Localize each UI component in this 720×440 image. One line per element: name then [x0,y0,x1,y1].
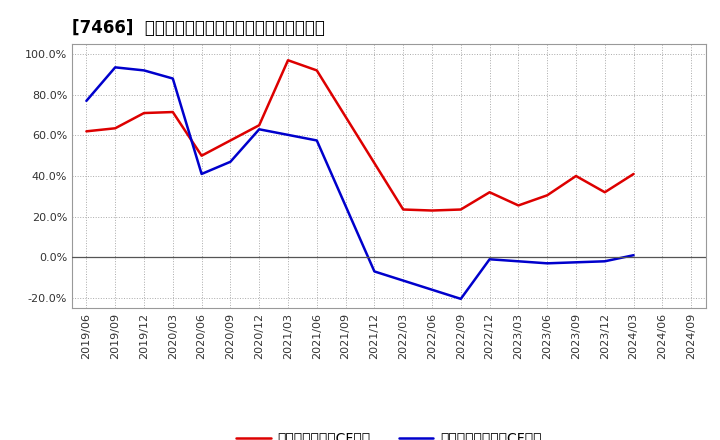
有利子負債営業CF比率 [399,207,408,212]
Text: [7466]  有利子負債キャッシュフロー比率の推移: [7466] 有利子負債キャッシュフロー比率の推移 [72,19,325,37]
Legend: 有利子負債営業CF比率, 有利子負債フリーCF比率: 有利子負債営業CF比率, 有利子負債フリーCF比率 [230,426,547,440]
有利子負債営業CF比率 [514,203,523,208]
Line: 有利子負債営業CF比率: 有利子負債営業CF比率 [86,60,634,210]
有利子負債営業CF比率 [456,207,465,212]
有利子負債営業CF比率 [82,128,91,134]
有利子負債営業CF比率 [197,153,206,158]
有利子負債フリーCF比率 [370,269,379,274]
有利子負債営業CF比率 [111,126,120,131]
有利子負債フリーCF比率 [226,159,235,165]
有利子負債営業CF比率 [428,208,436,213]
有利子負債営業CF比率 [543,193,552,198]
有利子負債営業CF比率 [312,68,321,73]
有利子負債営業CF比率 [168,110,177,115]
有利子負債フリーCF比率 [514,259,523,264]
有利子負債フリーCF比率 [168,76,177,81]
有利子負債営業CF比率 [485,190,494,195]
有利子負債フリーCF比率 [629,253,638,258]
有利子負債営業CF比率 [284,58,292,63]
有利子負債フリーCF比率 [255,127,264,132]
有利子負債営業CF比率 [600,190,609,195]
有利子負債フリーCF比率 [485,257,494,262]
有利子負債営業CF比率 [255,123,264,128]
Line: 有利子負債フリーCF比率: 有利子負債フリーCF比率 [86,67,634,299]
有利子負債営業CF比率 [140,110,148,116]
有利子負債営業CF比率 [572,173,580,179]
有利子負債営業CF比率 [629,171,638,176]
有利子負債フリーCF比率 [197,171,206,176]
有利子負債フリーCF比率 [111,65,120,70]
有利子負債フリーCF比率 [140,68,148,73]
有利子負債フリーCF比率 [600,259,609,264]
有利子負債フリーCF比率 [572,260,580,265]
有利子負債フリーCF比率 [312,138,321,143]
有利子負債フリーCF比率 [82,98,91,103]
有利子負債フリーCF比率 [543,260,552,266]
有利子負債フリーCF比率 [456,296,465,301]
